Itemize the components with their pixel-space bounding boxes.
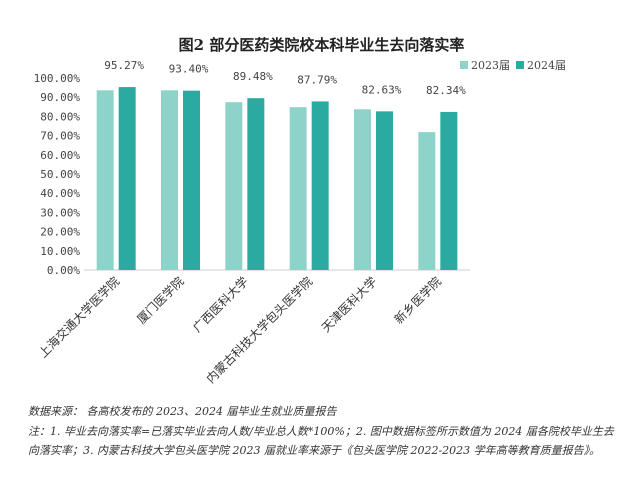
y-tick-label: 10.00%	[40, 245, 80, 258]
bar-2023	[354, 109, 371, 271]
y-tick-label: 90.00%	[40, 91, 80, 104]
bar-2023	[161, 90, 178, 271]
legend-swatch	[460, 61, 468, 69]
y-tick-label: 80.00%	[40, 110, 80, 123]
bar-chart: 0.00% 10.00% 20.00% 30.00% 40.00% 50.00% 60.00…	[34, 59, 566, 386]
legend-swatch	[516, 61, 524, 69]
y-tick-label: 60.00%	[40, 149, 80, 162]
x-tick-label: 广西医科大学	[189, 274, 251, 336]
y-tick-label: 70.00%	[40, 130, 80, 143]
bar-2023	[418, 132, 436, 270]
bar-2024	[183, 90, 200, 270]
x-tick-label: 厦门医学院	[134, 274, 187, 327]
y-tick-label: 20.00%	[40, 226, 80, 239]
data-label: 93.40%	[169, 63, 209, 76]
legend-label: 2024届	[527, 59, 566, 72]
data-label: 87.79%	[297, 73, 337, 86]
y-tick-label: 50.00%	[40, 168, 80, 181]
bar-2023	[96, 90, 114, 271]
bar-2024	[247, 98, 265, 271]
x-tick-label: 内蒙古科技大学包头医学院	[203, 274, 315, 386]
chart-title: 图2 部分医药类院校本科毕业生去向落实率	[178, 36, 465, 54]
x-tick-label: 新乡医学院	[391, 274, 444, 327]
data-label: 82.34%	[426, 84, 466, 97]
data-label: 82.63%	[362, 83, 402, 96]
bar-2023	[289, 107, 307, 271]
y-tick-label: 30.00%	[40, 206, 80, 219]
bar-2023	[225, 102, 243, 270]
data-source: 数据来源： 各高校发布的 2023、2024 届毕业生就业质量报告	[28, 405, 337, 418]
x-tick-label: 上海交通大学医学院	[35, 274, 122, 361]
bar-2024	[376, 111, 393, 270]
data-label: 95.27%	[104, 59, 144, 72]
y-tick-label: 0.00%	[47, 264, 80, 277]
footnote: 注：1. 毕业去向落实率=已落实毕业去向人数/毕业总人数*100%；2. 图中数…	[28, 425, 614, 457]
bar-2024	[311, 101, 329, 270]
legend-label: 2023届	[471, 59, 510, 72]
y-tick-label: 40.00%	[40, 187, 80, 200]
x-tick-label: 天津医科大学	[318, 274, 380, 336]
bar-2024	[118, 87, 136, 270]
y-tick-label: 100.00%	[34, 72, 81, 85]
bar-2024	[440, 111, 458, 271]
data-label: 89.48%	[233, 70, 273, 83]
